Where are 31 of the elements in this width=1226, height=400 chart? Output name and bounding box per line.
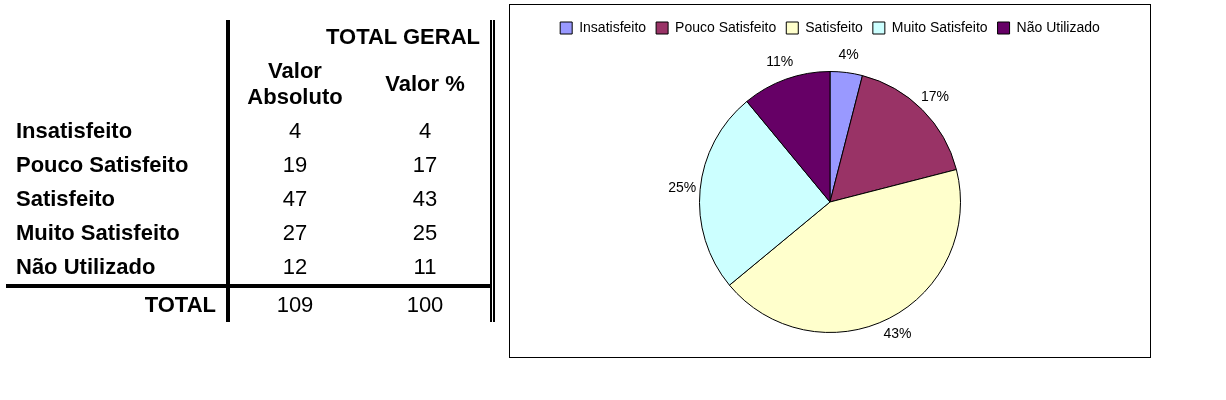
text: TOTAL GERAL bbox=[228, 20, 493, 54]
data-label: 4 bbox=[360, 114, 493, 148]
data-label: 27 bbox=[228, 216, 360, 250]
legend-label: Muito Satisfeito bbox=[891, 18, 988, 35]
data-label: 12 bbox=[228, 250, 360, 286]
data-label: 43 bbox=[360, 182, 493, 216]
category-label: Muito Satisfeito bbox=[15, 219, 181, 247]
data-label: 25% bbox=[668, 178, 697, 195]
category-label: Pouco Satisfeito bbox=[15, 151, 190, 179]
category-label: Não Utilizado bbox=[15, 253, 157, 281]
legend-label: Pouco Satisfeito bbox=[675, 18, 777, 35]
text: Valor Absoluto bbox=[228, 54, 360, 114]
category-label: Satisfeito bbox=[15, 185, 117, 213]
data-label: 25 bbox=[360, 216, 493, 250]
data-label: 11% bbox=[766, 53, 794, 70]
text: 100 bbox=[406, 292, 444, 317]
data-label: 17% bbox=[920, 87, 950, 104]
data-label: 43% bbox=[883, 325, 912, 342]
data-label: 4% bbox=[838, 45, 859, 62]
category-label: Insatisfeito bbox=[15, 117, 134, 145]
data-label: 11 bbox=[360, 250, 493, 286]
legend-label: Não Utilizado bbox=[1016, 18, 1101, 35]
text: 109 bbox=[276, 292, 314, 317]
text: Valor % bbox=[360, 54, 493, 114]
data-label: 17 bbox=[360, 148, 493, 182]
data-label: 4 bbox=[228, 114, 360, 148]
text: TOTAL bbox=[6, 286, 228, 322]
legend-label: Satisfeito bbox=[805, 18, 864, 35]
data-label: 47 bbox=[228, 182, 360, 216]
legend-label: Insatisfeito bbox=[579, 18, 647, 35]
data-label: 19 bbox=[228, 148, 360, 182]
